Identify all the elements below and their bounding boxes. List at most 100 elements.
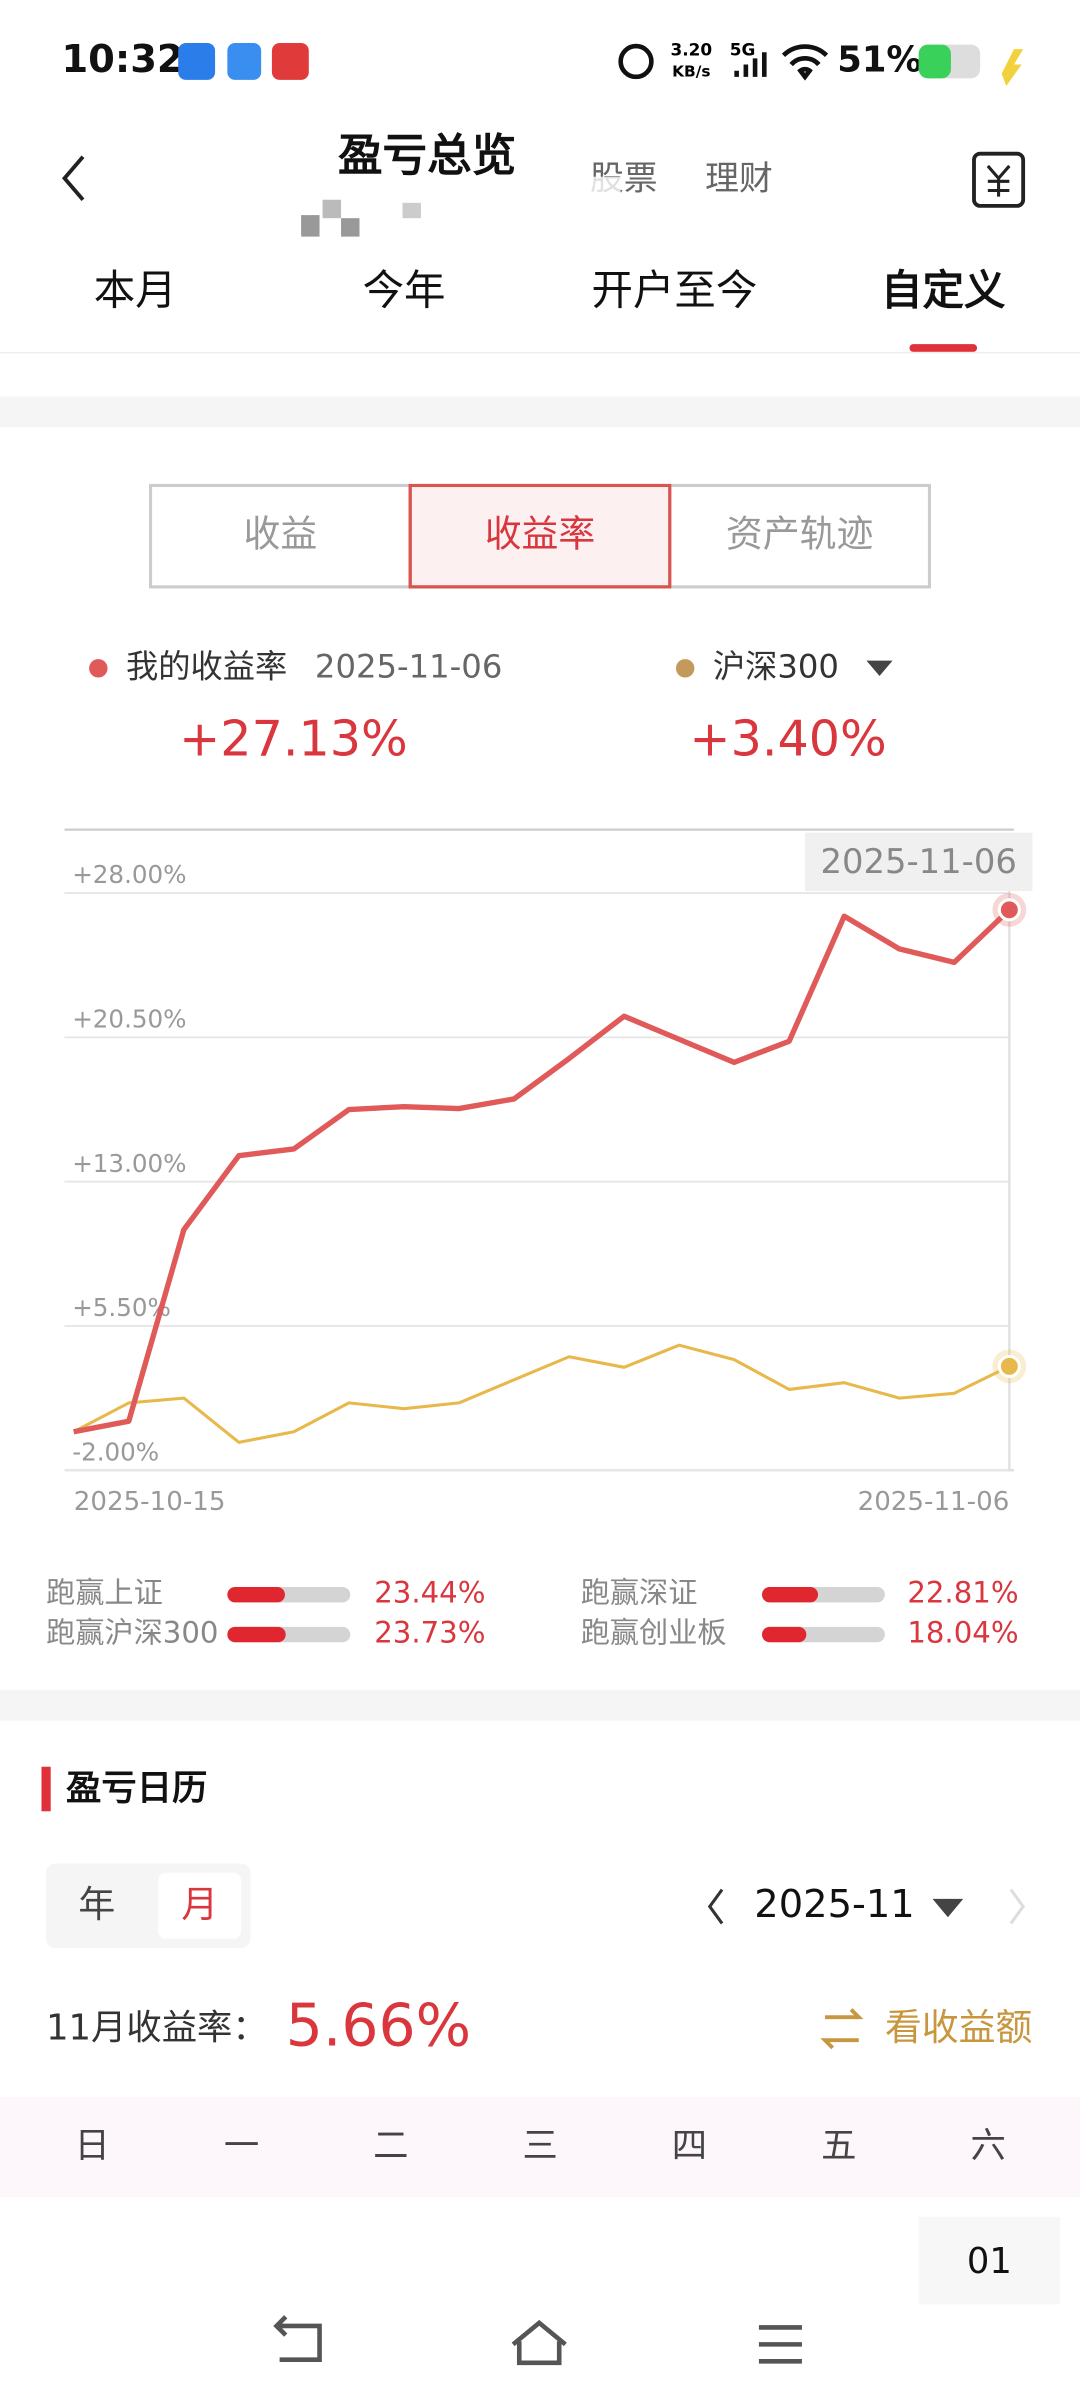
chart: -2.00% +5.50% +13.00% +20.50% +28.00% 2025-11… — [64, 828, 1033, 1517]
weekdays: 日一二三四五六 — [75, 2126, 1006, 2167]
beat-bar — [227, 1626, 286, 1643]
weekday: 五 — [821, 2126, 856, 2167]
app-icon — [178, 43, 216, 80]
segment-label: 收益率 — [485, 513, 596, 556]
tooltip-box — [805, 832, 1033, 892]
tab-indicator — [909, 344, 978, 352]
y-tick-label: +13.00% — [72, 1149, 186, 1178]
segment-selected — [408, 483, 672, 589]
period-tabs: 本月 今年 开户至今 自定义 — [94, 266, 1006, 352]
period-tab[interactable]: 开户至今 — [591, 266, 757, 314]
nav-menu[interactable] — [758, 2325, 802, 2364]
x-tick-label: 2025-10-15 — [74, 1487, 226, 1517]
legend-label: 我的收益率 — [126, 647, 287, 685]
period-tab[interactable]: 本月 — [94, 266, 177, 314]
mask — [402, 202, 421, 219]
weekday: 六 — [970, 2126, 1005, 2167]
app-icon — [271, 43, 309, 80]
nav-back[interactable] — [273, 2315, 322, 2363]
month-dropdown[interactable] — [932, 1898, 964, 1918]
beat-label: 跑赢沪深300 — [46, 1616, 218, 1650]
benchmark-return: +3.40% — [689, 710, 886, 768]
series-line — [73, 907, 1012, 1435]
beat-bar — [761, 1626, 807, 1643]
alarm-icon — [618, 43, 654, 80]
segments: 收益 收益率 资产轨迹 — [149, 483, 931, 589]
speed-unit: KB/s — [672, 63, 710, 81]
dropdown-icon[interactable] — [866, 660, 893, 676]
legend-dot — [675, 659, 695, 678]
beat-bar — [761, 1586, 819, 1603]
weekday: 日 — [75, 2126, 110, 2167]
beat-label: 跑赢上证 — [46, 1576, 163, 1610]
period-tab[interactable]: 今年 — [363, 266, 446, 314]
period-tab[interactable]: 自定义 — [881, 266, 1006, 314]
weekday: 三 — [522, 2126, 557, 2167]
return-label: 11月收益率： — [46, 2007, 268, 2048]
wifi-icon — [781, 44, 829, 81]
beat-label: 跑赢深证 — [581, 1576, 698, 1610]
y-tick-label: +5.50% — [72, 1293, 171, 1322]
prev-month[interactable] — [707, 1888, 724, 1925]
weekday: 四 — [672, 2126, 707, 2167]
legend-label[interactable]: 沪深300 — [713, 647, 839, 685]
y-tick-label: +20.50% — [72, 1004, 186, 1033]
weekday-band — [0, 2097, 1080, 2197]
mode-selected — [158, 1872, 242, 1939]
section-title: 盈亏日历 — [66, 1768, 207, 1809]
mask — [322, 199, 342, 219]
mask — [301, 215, 320, 237]
tooltip-date: 2025-11-06 — [821, 842, 1017, 881]
charging-icon — [1001, 49, 1024, 87]
toggle-amount[interactable]: 看收益额 — [885, 2006, 1032, 2049]
speed: 3.20 — [671, 40, 713, 60]
beat-label: 跑赢创业板 — [581, 1616, 727, 1650]
legend-date: 2025-11-06 — [315, 647, 502, 685]
yuan-icon — [986, 164, 1011, 197]
beat-value: 23.44% — [374, 1576, 485, 1610]
mode[interactable]: 年 — [78, 1883, 115, 1926]
segment[interactable] — [668, 483, 931, 589]
x-tick-label: 2025-11-06 — [858, 1487, 1010, 1517]
beat-value: 22.81% — [907, 1576, 1018, 1610]
y-tick-label: -2.00% — [72, 1437, 159, 1466]
swap-icon[interactable] — [820, 2008, 864, 2050]
beat-bar — [227, 1586, 285, 1603]
tab[interactable]: 理财 — [705, 158, 773, 197]
page-title: 盈亏总览 — [338, 129, 516, 181]
month: 2025-11 — [754, 1882, 914, 1927]
statement-button[interactable] — [972, 151, 1026, 208]
segment[interactable] — [149, 483, 412, 589]
battery-level — [918, 44, 951, 79]
battery: 51% — [837, 39, 922, 80]
mask — [583, 176, 621, 202]
mode[interactable]: 月 — [181, 1883, 218, 1926]
nav-home[interactable] — [511, 2319, 567, 2366]
segment-label: 资产轨迹 — [726, 513, 873, 556]
beat-value: 23.73% — [374, 1616, 485, 1650]
beat-stats: 跑赢上证 23.44% 跑赢深证 22.81% 跑赢沪深300 23.73% 跑赢创业板 18… — [46, 1576, 1018, 1650]
section-marker — [41, 1766, 51, 1812]
back-button[interactable] — [61, 155, 85, 201]
separator — [0, 396, 1080, 428]
my-return: +27.13% — [179, 710, 408, 768]
y-tick-label: +28.00% — [72, 860, 186, 889]
signal-icon — [734, 52, 767, 77]
day-cell[interactable] — [918, 2216, 1061, 2305]
time: 10:32 — [61, 37, 183, 82]
modes: 年月 — [78, 1872, 242, 1939]
beat-value: 18.04% — [907, 1616, 1018, 1650]
series-line — [73, 1343, 1011, 1444]
day: 01 — [967, 2241, 1012, 2282]
end-point — [997, 898, 1021, 922]
month-return: 5.66% — [286, 1992, 471, 2060]
legend-dot — [89, 659, 108, 678]
weekday: 二 — [373, 2126, 408, 2167]
weekday: 一 — [224, 2126, 259, 2167]
app-icon — [227, 43, 262, 80]
end-point — [997, 1354, 1021, 1378]
next-month[interactable] — [1009, 1888, 1026, 1925]
network: 5G — [730, 40, 756, 60]
